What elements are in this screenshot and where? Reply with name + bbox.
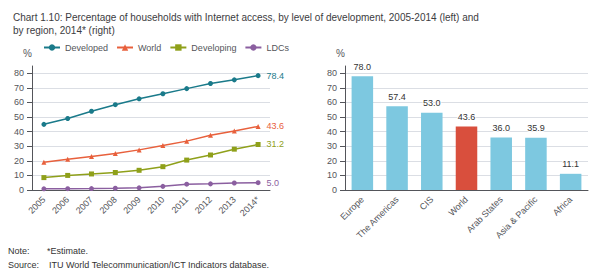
svg-text:Note: *Estimate.: Note: *Estimate. — [8, 246, 88, 256]
svg-text:CIS: CIS — [418, 194, 436, 212]
svg-text:Europe: Europe — [338, 194, 366, 222]
svg-text:10: 10 — [327, 170, 337, 180]
svg-text:World: World — [446, 194, 470, 218]
svg-text:40: 40 — [327, 127, 337, 137]
svg-text:10: 10 — [14, 170, 24, 180]
svg-text:70: 70 — [14, 83, 24, 93]
svg-text:70: 70 — [327, 83, 337, 93]
svg-text:2005: 2005 — [26, 194, 47, 215]
svg-text:20: 20 — [327, 156, 337, 166]
svg-text:80: 80 — [327, 68, 337, 78]
svg-text:53.0: 53.0 — [423, 98, 441, 108]
svg-text:2006: 2006 — [50, 194, 71, 215]
svg-text:World: World — [138, 43, 161, 53]
svg-text:20: 20 — [14, 156, 24, 166]
svg-text:80: 80 — [14, 68, 24, 78]
svg-text:2012: 2012 — [193, 194, 214, 215]
svg-text:35.9: 35.9 — [527, 123, 545, 133]
svg-text:2009: 2009 — [121, 194, 142, 215]
svg-text:2010: 2010 — [145, 194, 166, 215]
svg-text:40: 40 — [14, 127, 24, 137]
svg-text:30: 30 — [327, 141, 337, 151]
svg-text:30: 30 — [14, 141, 24, 151]
svg-text:50: 50 — [327, 112, 337, 122]
svg-text:11.1: 11.1 — [562, 159, 579, 169]
svg-text:43.6: 43.6 — [458, 112, 476, 122]
svg-text:43.6: 43.6 — [267, 121, 285, 131]
svg-text:60: 60 — [14, 97, 24, 107]
svg-text:2008: 2008 — [98, 194, 119, 215]
svg-text:%: % — [336, 48, 345, 59]
svg-text:Asia & Pacific: Asia & Pacific — [494, 194, 540, 240]
svg-text:50: 50 — [14, 112, 24, 122]
svg-text:Source: ITU World Telecommu: Source: ITU World Telecommunication/ICT … — [8, 260, 269, 270]
svg-text:Chart 1.10: Percentage of hous: Chart 1.10: Percentage of households wit… — [13, 12, 479, 23]
svg-text:Developed: Developed — [65, 43, 108, 53]
svg-text:by region, 2014* (right): by region, 2014* (right) — [13, 25, 115, 36]
svg-text:Arab States: Arab States — [464, 194, 505, 235]
svg-text:LDCs: LDCs — [266, 43, 289, 53]
svg-text:78.0: 78.0 — [354, 62, 372, 72]
svg-text:Developing: Developing — [191, 43, 236, 53]
svg-text:2013: 2013 — [217, 194, 238, 215]
svg-text:5.0: 5.0 — [267, 178, 280, 188]
svg-text:31.2: 31.2 — [267, 139, 285, 149]
svg-text:57.4: 57.4 — [388, 92, 406, 102]
svg-text:78.4: 78.4 — [267, 71, 285, 81]
svg-text:0: 0 — [19, 185, 24, 195]
svg-text:0: 0 — [332, 185, 337, 195]
svg-text:Africa: Africa — [551, 194, 574, 217]
svg-text:2014*: 2014* — [238, 194, 262, 218]
svg-text:The Americas: The Americas — [355, 194, 401, 240]
svg-text:%: % — [23, 48, 32, 59]
svg-text:2011: 2011 — [169, 194, 190, 215]
svg-text:2007: 2007 — [74, 194, 95, 215]
svg-text:36.0: 36.0 — [492, 123, 510, 133]
svg-text:60: 60 — [327, 97, 337, 107]
